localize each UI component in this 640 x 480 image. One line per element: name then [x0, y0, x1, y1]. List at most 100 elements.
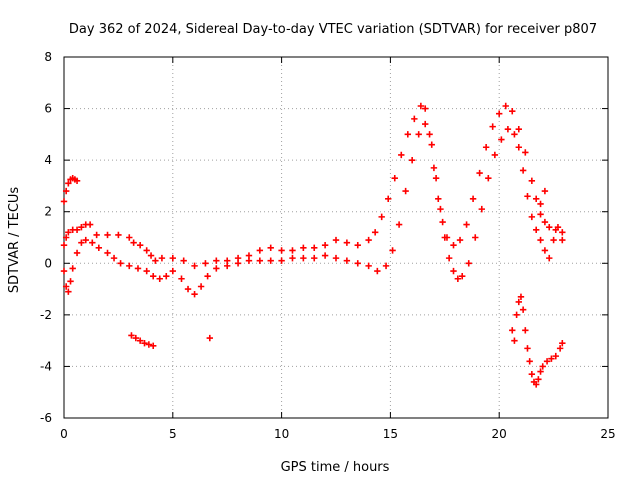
data-point — [365, 262, 372, 270]
data-point — [478, 205, 485, 213]
data-point — [441, 234, 448, 241]
data-point — [60, 198, 68, 205]
data-point — [524, 345, 531, 352]
data-point — [522, 327, 529, 334]
data-point — [537, 200, 544, 208]
data-point — [439, 218, 446, 226]
y-tick-label: 4 — [44, 153, 52, 167]
data-point — [537, 368, 544, 375]
data-point — [548, 355, 555, 362]
data-point — [93, 231, 100, 239]
data-point — [256, 257, 264, 264]
data-point — [65, 288, 72, 295]
data-point — [278, 257, 285, 264]
data-point — [60, 242, 68, 249]
data-point — [278, 247, 285, 254]
data-point — [180, 257, 187, 264]
data-point — [472, 234, 479, 241]
data-point — [69, 265, 76, 272]
x-tick-label: 20 — [492, 427, 507, 441]
data-point — [110, 254, 118, 262]
series-lower-short-arc — [128, 332, 157, 349]
data-point — [89, 239, 96, 246]
data-point — [428, 141, 435, 148]
data-point — [519, 167, 527, 174]
data-point — [184, 285, 192, 293]
data-point — [408, 156, 416, 164]
data-point — [245, 257, 253, 264]
data-point — [382, 262, 390, 270]
data-point — [546, 254, 553, 262]
series-isolated — [206, 187, 549, 342]
data-point — [234, 260, 242, 267]
x-tick-label: 15 — [383, 427, 398, 441]
data-point — [515, 144, 522, 151]
data-point — [224, 262, 231, 270]
data-point — [332, 236, 340, 244]
data-point — [469, 195, 477, 203]
data-point — [541, 247, 549, 254]
data-point — [504, 126, 512, 133]
data-point — [550, 236, 557, 244]
data-point — [426, 131, 433, 138]
data-point — [117, 260, 124, 267]
points-layer — [60, 102, 566, 388]
y-tick-label: 6 — [44, 102, 52, 116]
data-point — [511, 337, 518, 344]
chart-title: Day 362 of 2024, Sidereal Day-to-day VTE… — [69, 22, 597, 37]
data-point — [158, 254, 166, 262]
data-point — [537, 236, 544, 244]
data-point — [502, 102, 509, 110]
y-tick-label: -6 — [40, 411, 52, 425]
data-point — [539, 363, 546, 370]
data-point — [374, 267, 381, 275]
data-point — [365, 236, 372, 244]
data-point — [150, 342, 157, 349]
series-upper-short-arc — [60, 174, 81, 205]
series-late-negative — [509, 293, 566, 388]
data-point — [104, 231, 111, 239]
data-point — [489, 123, 496, 130]
data-point — [496, 110, 503, 117]
data-point — [465, 260, 472, 267]
data-point — [524, 193, 531, 200]
data-point — [450, 242, 457, 249]
data-point — [82, 236, 89, 244]
x-tick-label: 10 — [274, 427, 289, 441]
data-point — [532, 381, 540, 388]
data-point — [143, 247, 150, 254]
data-point — [202, 260, 209, 267]
data-point — [437, 205, 444, 213]
data-point — [143, 267, 150, 275]
data-point — [385, 195, 392, 203]
data-point — [541, 218, 549, 226]
data-point — [289, 254, 296, 262]
data-point — [65, 180, 72, 187]
data-point — [513, 311, 520, 319]
data-point — [213, 265, 220, 272]
data-point — [126, 234, 133, 241]
data-point — [552, 352, 559, 360]
tick-layer: 0 5 10 15 20 25 -6 -4 -2 0 2 4 6 8 — [40, 50, 616, 441]
data-point — [491, 151, 499, 159]
data-point — [450, 267, 457, 275]
data-point — [354, 260, 361, 267]
data-point — [178, 275, 185, 282]
data-point — [463, 221, 470, 228]
data-point — [528, 370, 536, 378]
data-point — [343, 239, 351, 246]
data-point — [398, 151, 405, 159]
data-point — [459, 272, 466, 280]
data-point — [354, 242, 361, 249]
data-point — [541, 187, 549, 195]
data-point — [559, 229, 566, 236]
y-tick-label: -2 — [40, 308, 52, 322]
data-point — [519, 306, 527, 313]
data-point — [62, 283, 70, 290]
data-point — [204, 272, 211, 280]
x-axis-label: GPS time / hours — [281, 460, 390, 475]
data-point — [432, 174, 440, 182]
data-point — [554, 223, 562, 231]
